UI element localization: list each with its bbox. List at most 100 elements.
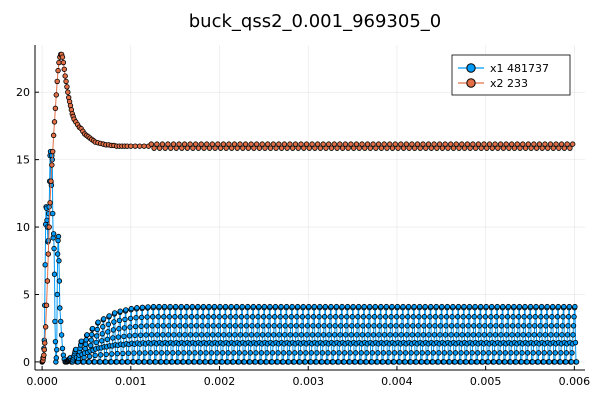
series-x1-point (171, 323, 178, 329)
series-x2-point (428, 145, 435, 151)
series-x1-point (477, 303, 484, 310)
series-x1-point (560, 314, 566, 320)
series-x1-point (138, 314, 145, 321)
series-x2-point (204, 141, 210, 147)
series-x1-point (132, 323, 139, 330)
series-x1-point (247, 350, 254, 356)
series-x1-point (58, 332, 65, 338)
series-x1-point (391, 359, 397, 365)
series-x1-point (170, 350, 176, 356)
series-x2-point (190, 145, 196, 151)
series-x1-point (321, 323, 327, 329)
series-x1-point (59, 345, 66, 352)
series-x1-point (437, 323, 444, 329)
series-x1-point (431, 332, 438, 338)
series-x1-point (515, 323, 521, 329)
series-x1-point (297, 359, 303, 365)
series-x2-point (345, 145, 351, 151)
series-x1-point (380, 359, 386, 365)
series-x1-point (98, 352, 104, 358)
series-x1-point (537, 332, 543, 338)
series-x1-point (500, 303, 506, 310)
series-x1-point (377, 314, 383, 320)
series-x1-point (87, 342, 94, 349)
series-x1-point (381, 332, 388, 338)
series-x2-point (484, 145, 490, 151)
series-x1-point (565, 314, 572, 320)
series-x1-point (410, 314, 416, 320)
series-x1-point (245, 303, 251, 310)
series-x2-point (367, 145, 374, 151)
series-x1-point (396, 359, 403, 365)
series-x1-point (443, 323, 449, 329)
series-x1-point (156, 303, 162, 310)
series-x1-point (254, 323, 261, 329)
series-x2-point (284, 145, 290, 151)
series-x1-point (286, 350, 292, 356)
series-x2-point (453, 141, 459, 147)
series-x1-point (382, 314, 389, 320)
series-x2-point (52, 105, 59, 112)
series-x1-point (214, 350, 220, 356)
series-x1-point (336, 350, 342, 356)
series-x1-point (121, 325, 128, 331)
series-x1-point (477, 314, 483, 320)
series-x2-point (547, 141, 554, 147)
series-x2-point (326, 141, 332, 147)
series-x1-point (513, 350, 520, 356)
series-x1-point (426, 323, 433, 329)
series-x2-point (550, 145, 556, 151)
series-x2-point (395, 145, 401, 151)
series-x1-point (400, 303, 406, 310)
series-x1-point (100, 316, 107, 322)
series-x2-point (528, 145, 534, 151)
series-x2-point (564, 141, 570, 147)
series-x1-point (149, 314, 156, 320)
series-x2-point (49, 162, 55, 168)
series-x1-point (189, 303, 196, 310)
series-x1-point (454, 314, 461, 320)
series-x1-point (147, 359, 153, 365)
series-x2-point (298, 141, 304, 147)
series-x1-point (197, 359, 203, 365)
series-x1-point (50, 231, 57, 237)
series-x1-point (452, 359, 458, 365)
series-x1-point (465, 323, 471, 329)
series-x2-point (295, 145, 301, 151)
series-x1-point (471, 314, 477, 320)
series-x2-point (364, 141, 371, 147)
series-x1-point (51, 245, 57, 252)
series-x2-point (64, 84, 70, 90)
series-x1-point (127, 324, 133, 330)
series-x1-point (247, 359, 253, 365)
series-x2-point (217, 145, 224, 151)
series-x1-point (344, 314, 350, 320)
series-x1-point (164, 350, 170, 356)
series-x1-point (573, 359, 580, 365)
series-x1-point (410, 323, 416, 329)
series-x2-point (331, 141, 337, 147)
series-x1-point (524, 359, 530, 365)
series-x1-point (419, 350, 425, 356)
series-x1-point (238, 323, 244, 329)
series-x2-point (439, 145, 446, 151)
series-x1-point (54, 291, 60, 298)
series-x2-point (168, 145, 174, 151)
series-x1-point (249, 314, 256, 320)
series-x2-point (556, 145, 562, 151)
series-x1-point (503, 332, 510, 338)
series-x1-point (319, 359, 325, 365)
series-x2-point (339, 145, 346, 151)
series-x1-point (382, 323, 388, 329)
series-x2-point (392, 141, 398, 147)
series-x1-point (269, 350, 276, 356)
y-tick-label: 15 (16, 154, 30, 167)
y-tick-label: 20 (16, 86, 30, 99)
series-x1-point (115, 334, 122, 340)
series-x2-point (270, 141, 276, 147)
series-x1-point (554, 323, 560, 329)
series-x1-point (272, 303, 279, 310)
series-x1-point (570, 332, 576, 338)
series-x1-point (522, 303, 528, 310)
series-x1-point (280, 359, 286, 365)
